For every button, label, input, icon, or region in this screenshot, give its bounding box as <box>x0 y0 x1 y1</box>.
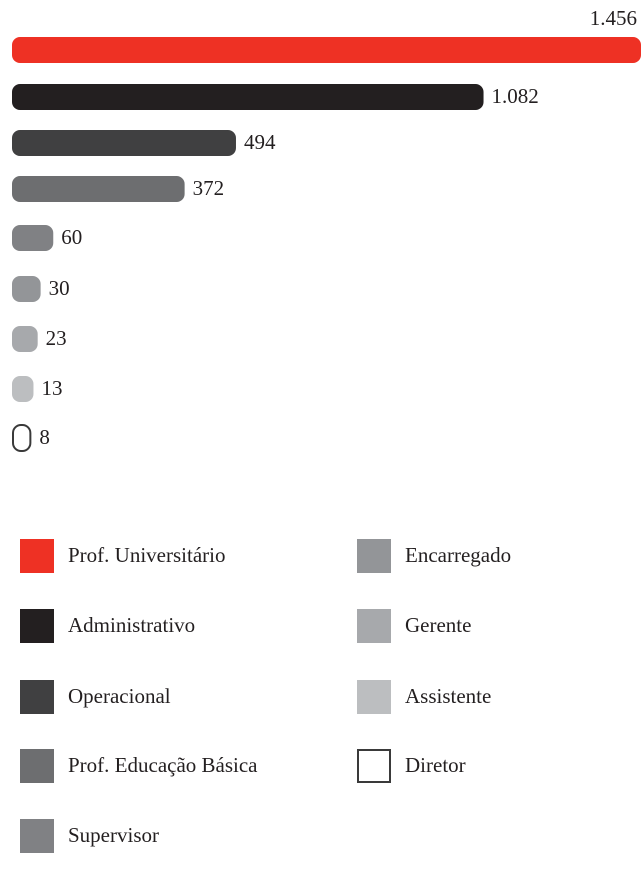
legend-swatch <box>357 680 391 714</box>
bar <box>12 130 236 156</box>
bar <box>12 225 54 251</box>
value-label: 23 <box>46 326 67 350</box>
legend-label: Assistente <box>405 684 491 708</box>
value-label: 8 <box>39 425 50 449</box>
legend-swatch <box>20 609 54 643</box>
legend-label: Prof. Universitário <box>68 543 225 567</box>
bar <box>12 84 484 110</box>
legend-label: Administrativo <box>68 613 195 637</box>
value-label: 494 <box>244 130 276 154</box>
legend-swatch <box>357 609 391 643</box>
legend-label: Prof. Educação Básica <box>68 753 258 777</box>
value-label: 1.082 <box>492 84 539 108</box>
legend-swatch <box>20 749 54 783</box>
bar <box>12 176 185 202</box>
bar <box>12 376 34 402</box>
legend-label: Diretor <box>405 753 466 777</box>
legend-label: Operacional <box>68 684 171 708</box>
value-label: 30 <box>49 276 70 300</box>
legend-swatch <box>20 819 54 853</box>
legend-swatch <box>20 539 54 573</box>
legend-label: Supervisor <box>68 823 159 847</box>
value-label: 60 <box>61 225 82 249</box>
bar <box>12 326 38 352</box>
value-label: 1.456 <box>590 6 637 30</box>
legend-label: Encarregado <box>405 543 511 567</box>
bar <box>12 37 641 63</box>
value-label: 13 <box>41 376 62 400</box>
bar <box>12 276 41 302</box>
legend-swatch <box>357 749 391 783</box>
legend-swatch <box>357 539 391 573</box>
value-label: 372 <box>193 176 225 200</box>
legend-swatch <box>20 680 54 714</box>
legend-label: Gerente <box>405 613 471 637</box>
bar <box>12 424 32 452</box>
